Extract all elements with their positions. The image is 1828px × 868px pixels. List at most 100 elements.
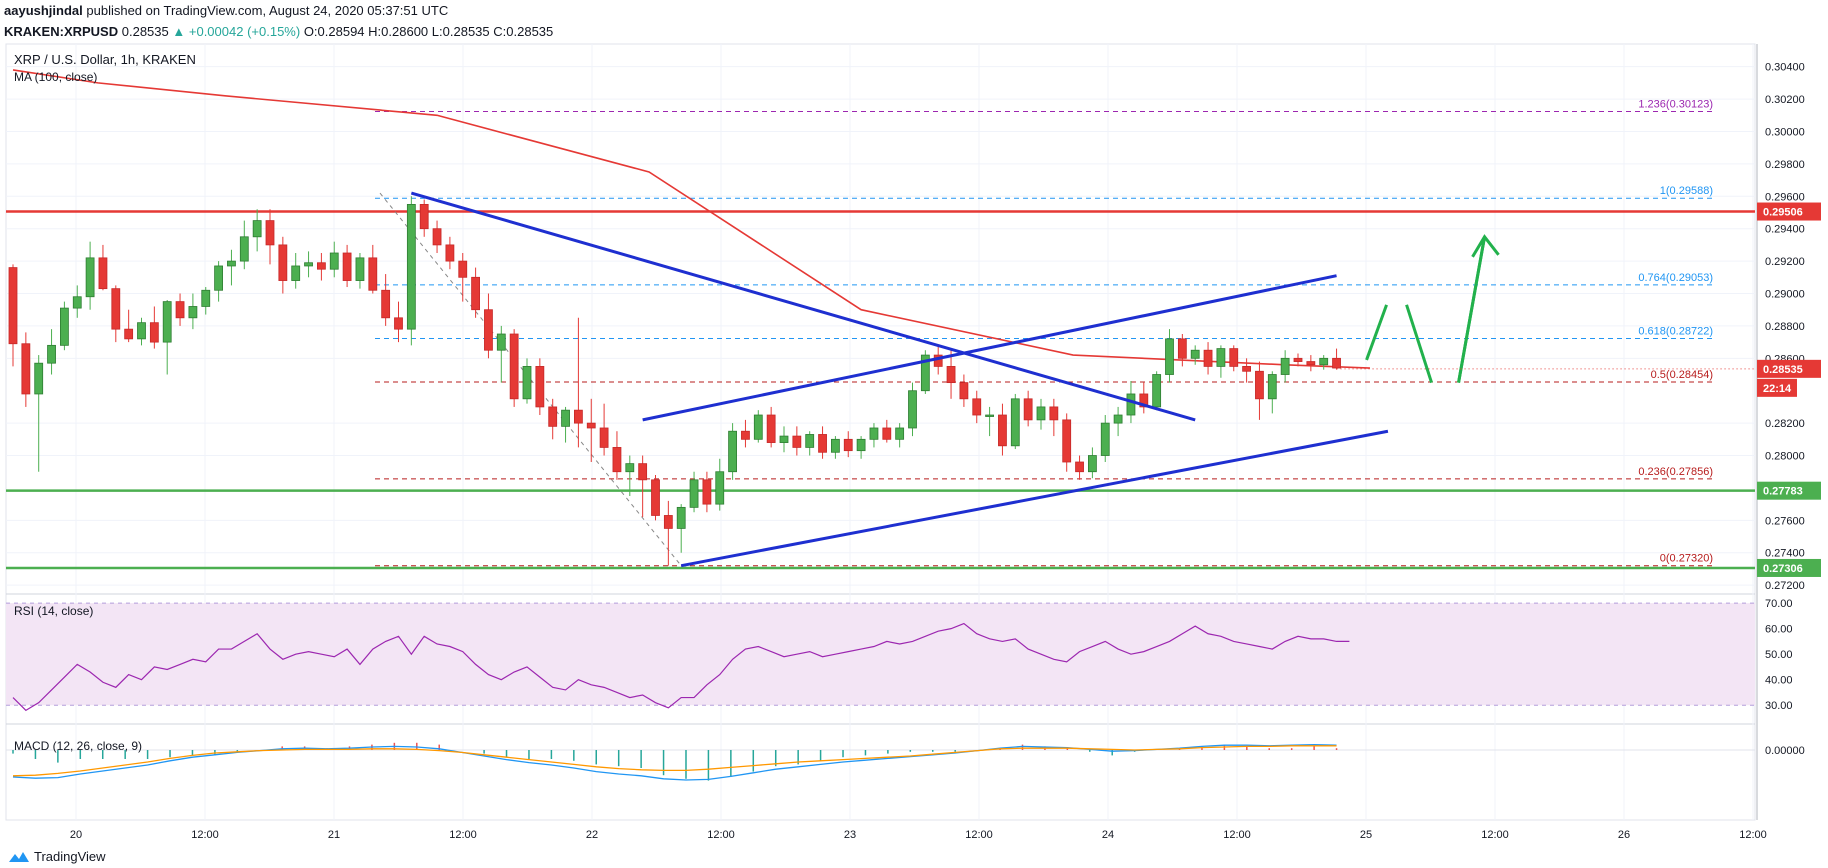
candle-body [85, 257, 95, 298]
price-change: +0.00042 (+0.15%) [188, 24, 301, 39]
author-name[interactable]: aayushjindal [4, 3, 83, 18]
candle-body [831, 438, 840, 453]
candle-body [663, 515, 673, 529]
time-tick-label: 12:00 [1223, 829, 1251, 841]
projection-arrow-segment [1405, 304, 1433, 384]
candle-body [638, 463, 648, 481]
trend-line [680, 429, 1389, 568]
candle-body [175, 301, 185, 319]
candle-body [535, 366, 545, 408]
candle-body [586, 422, 596, 429]
symbol-name[interactable]: KRAKEN:XRPUSD [4, 24, 119, 39]
candle-body [1255, 370, 1264, 400]
candle-body [342, 252, 352, 281]
candle-body [1126, 393, 1136, 416]
candle-body [972, 398, 982, 416]
price-tick-label: 0.28000 [1765, 451, 1805, 463]
projection-arrow-segment [1365, 304, 1388, 361]
price-tick-label: 0.27400 [1765, 548, 1805, 560]
price-tick-label: 0.29200 [1765, 256, 1805, 268]
candle-body [432, 228, 442, 246]
candle-body [316, 262, 326, 270]
publish-header: aayushjindal published on TradingView.co… [4, 3, 554, 39]
candle-body [72, 296, 82, 309]
candle-body [612, 447, 622, 473]
candle-body [1062, 419, 1072, 463]
support-line-lower-price-badge [1757, 558, 1821, 577]
candle-body [1023, 398, 1033, 421]
candle-body [741, 430, 750, 440]
candle-body [599, 427, 609, 448]
candle-body [496, 333, 506, 351]
time-tick-label: 22 [586, 829, 598, 841]
candle-body [381, 289, 391, 319]
candle-body [278, 244, 288, 281]
time-tick-label: 20 [70, 829, 82, 841]
candle-body [1293, 357, 1303, 362]
candle-body [1152, 374, 1162, 408]
countdown-badge [1757, 378, 1797, 397]
candle-body [8, 267, 18, 345]
time-tick-label: 12:00 [1481, 829, 1509, 841]
candle-body [1229, 348, 1239, 367]
fib-level-label: 0.5(0.28454) [1651, 369, 1713, 381]
fib-level-label: 1.236(0.30123) [1638, 99, 1713, 111]
fib-level-label: 0.236(0.27856) [1638, 466, 1713, 478]
rsi-line [12, 622, 1350, 712]
last-price-badge-label: 0.28535 [1763, 364, 1803, 376]
price-tick-label: 0.27200 [1765, 580, 1805, 592]
candle-body [484, 309, 493, 351]
candle-body [1190, 349, 1200, 359]
support-line-lower-price-label: 0.27306 [1763, 563, 1803, 575]
candle-body [869, 427, 879, 440]
candle-body [214, 265, 224, 291]
candle-body [162, 301, 172, 343]
candle-body [1088, 455, 1097, 473]
tradingview-footer[interactable]: TradingView [8, 849, 106, 864]
candle-body [1010, 398, 1020, 447]
candle-body [509, 333, 519, 400]
candle-body [239, 236, 249, 262]
trend-line [410, 191, 1196, 422]
price-tick-label: 0.28200 [1765, 418, 1805, 430]
candle-body [702, 479, 712, 505]
last-price: 0.28535 [121, 24, 169, 39]
macd-tick-label: 0.00000 [1765, 745, 1805, 757]
time-tick-label: 12:00 [965, 829, 993, 841]
candle-body [1216, 348, 1226, 367]
candle-body [728, 430, 737, 473]
resistance-line-price-badge [1757, 202, 1821, 221]
macd-signal-line [12, 745, 1337, 777]
candle-body [47, 344, 56, 364]
tradingview-brand: TradingView [34, 849, 106, 864]
tradingview-logo-icon [9, 851, 29, 862]
trend-line [642, 274, 1337, 422]
projection-arrowhead-icon [1471, 234, 1500, 258]
candle-body [1203, 349, 1213, 367]
candle-body [458, 260, 468, 278]
time-tick-label: 25 [1360, 829, 1372, 841]
countdown-label: 22:14 [1763, 383, 1792, 395]
fib-level-label: 0(0.27320) [1660, 553, 1713, 565]
candle-body [394, 317, 403, 330]
support-line-upper-price-badge [1757, 481, 1821, 500]
candle-body [1139, 393, 1149, 408]
candle-body [843, 438, 853, 452]
price-tick-label: 0.30000 [1765, 126, 1805, 138]
open-value: 0.28594 [317, 24, 365, 39]
candle-body [548, 406, 558, 427]
candle-body [920, 354, 930, 392]
candle-body [908, 390, 917, 429]
close-value: 0.28535 [506, 24, 554, 39]
candle-body [304, 262, 313, 267]
candle-body [471, 276, 481, 311]
high-value: 0.28600 [381, 24, 429, 39]
candle-body [34, 362, 44, 395]
candle-body [1177, 338, 1187, 359]
candle-body [689, 479, 699, 508]
candle-body [1332, 357, 1341, 369]
candle-body [959, 382, 969, 400]
time-tick-label: 21 [328, 829, 340, 841]
